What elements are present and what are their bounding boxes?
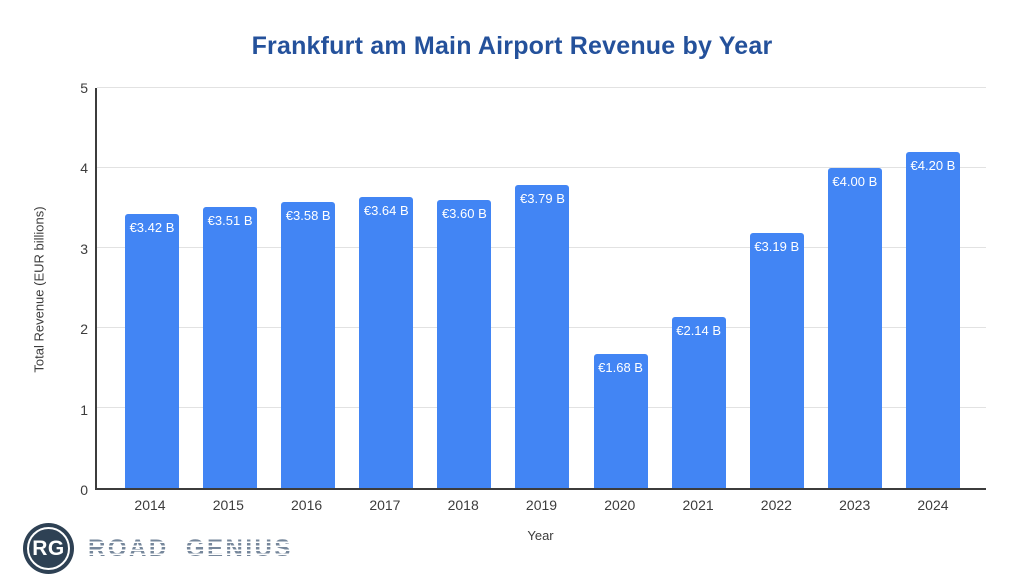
bar-value-label-2018: €3.60 B <box>441 206 487 221</box>
x-tick-label-2017: 2017 <box>369 497 401 513</box>
road-genius-logo: RG ROAD GENIUS <box>23 523 293 574</box>
y-axis-title: Total Revenue (EUR billions) <box>31 205 47 373</box>
bar-value-label-2021: €2.14 B <box>676 322 722 338</box>
bar-value-label-2023: €4.00 B <box>832 174 878 189</box>
brand-wordmark: ROAD GENIUS <box>88 534 293 562</box>
bar-2015: €3.51 B <box>203 207 258 488</box>
x-tick-label-2022: 2022 <box>760 497 792 513</box>
bars-row: €3.42 B €3.51 B €3.58 B €3.64 B €3.60 B €3.79… <box>125 88 960 488</box>
y-tick-label-4: 4 <box>80 160 88 177</box>
plot-area: €3.42 B €3.51 B €3.58 B €3.64 B €3.60 B €3.79… <box>95 87 986 490</box>
y-tick-label-0: 0 <box>80 482 88 498</box>
x-tick-label-2021: 2021 <box>682 497 714 513</box>
gridline-y-5 <box>97 87 986 88</box>
rg-badge-ring <box>27 527 70 570</box>
y-axis-ticks: 0 1 2 3 4 5 <box>56 81 88 497</box>
bar-value-label-2016: €3.58 B <box>285 207 331 223</box>
x-tick-label-2015: 2015 <box>212 497 244 513</box>
bar-2023: €4.00 B <box>827 168 882 488</box>
bar-2016: €3.58 B <box>281 201 336 488</box>
bar-2017: €3.64 B <box>359 196 414 488</box>
bar-value-label-2024: €4.20 B <box>910 158 956 173</box>
chart-title: Frankfurt am Main Airport Revenue by Yea… <box>251 32 773 60</box>
bar-value-label-2019: €3.79 B <box>520 190 565 206</box>
bar-2021: €2.14 B <box>671 316 726 488</box>
x-tick-label-2018: 2018 <box>447 497 479 513</box>
bar-2020: €1.68 B <box>593 353 648 488</box>
rg-badge-initials: RG <box>32 536 65 560</box>
y-axis-title-wrap: Total Revenue (EUR billions) <box>28 88 50 490</box>
x-tick-label-2014: 2014 <box>134 497 166 513</box>
bar-value-label-2020: €1.68 B <box>598 359 643 375</box>
rg-badge-icon: RG <box>23 523 74 574</box>
x-tick-label-2016: 2016 <box>291 497 323 513</box>
bar-value-label-2014: €3.42 B <box>129 220 175 236</box>
bar-2018: €3.60 B <box>437 200 492 488</box>
bar-2019: €3.79 B <box>515 184 570 488</box>
y-tick-label-5: 5 <box>80 80 88 96</box>
x-tick-label-2020: 2020 <box>604 497 636 513</box>
bar-2024: €4.20 B <box>905 152 960 488</box>
bar-value-label-2015: €3.51 B <box>207 213 253 229</box>
bar-2014: €3.42 B <box>125 214 179 488</box>
bar-value-label-2022: €3.19 B <box>754 238 800 254</box>
x-axis-ticks: 2014 2015 2016 2017 2018 2019 2020 2021 2022 2023… <box>123 497 960 513</box>
x-tick-label-2023: 2023 <box>839 497 871 513</box>
bar-value-label-2017: €3.64 B <box>363 202 409 218</box>
x-axis-title: Year <box>527 528 554 543</box>
gridline-y-4 <box>97 167 986 168</box>
x-tick-label-2019: 2019 <box>525 497 558 513</box>
y-tick-label-3: 3 <box>80 240 88 257</box>
x-tick-label-2024: 2024 <box>917 497 949 513</box>
bar-2022: €3.19 B <box>749 232 804 488</box>
y-tick-label-2: 2 <box>80 321 88 338</box>
y-tick-label-1: 1 <box>80 401 88 418</box>
